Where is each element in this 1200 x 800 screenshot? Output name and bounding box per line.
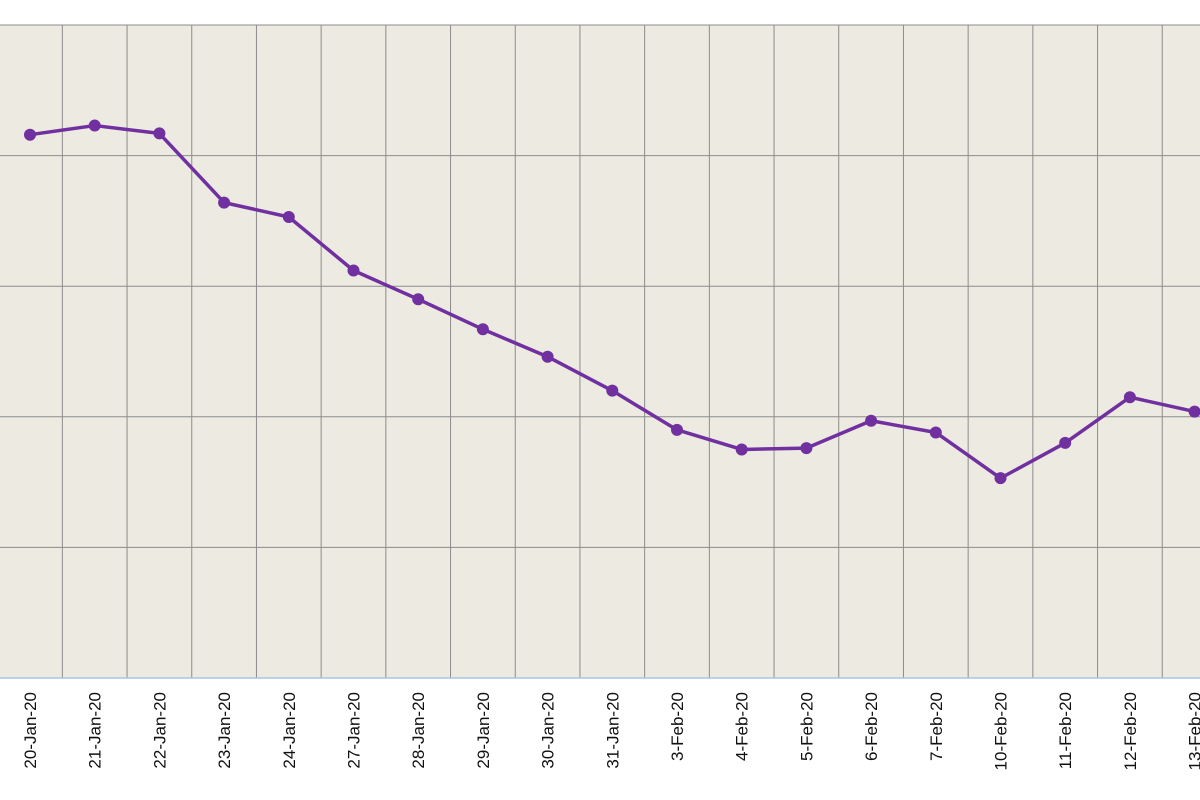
- data-point: [994, 472, 1007, 485]
- data-point: [671, 423, 683, 436]
- plot-area: [0, 25, 1200, 678]
- data-point: [606, 384, 619, 397]
- data-point: [347, 264, 360, 277]
- x-tick-label: 7-Feb-20: [927, 692, 946, 761]
- data-point: [865, 414, 878, 427]
- data-point: [1059, 436, 1072, 449]
- data-point: [541, 350, 554, 363]
- series-line-group: [24, 119, 1200, 485]
- x-tick-label: 12-Feb-20: [1121, 692, 1140, 770]
- data-point: [1123, 391, 1136, 404]
- x-tick-label: 24-Jan-20: [280, 692, 299, 769]
- x-tick-label: 11-Feb-20: [1056, 692, 1075, 769]
- grid-lines: [0, 24, 1200, 679]
- x-tick-label: 21-Jan-20: [86, 692, 105, 769]
- data-point: [218, 196, 231, 209]
- data-point: [735, 443, 748, 456]
- x-tick-label: 22-Jan-20: [150, 692, 169, 769]
- x-tick-label: 3-Feb-20: [668, 692, 687, 761]
- data-point: [412, 293, 425, 306]
- x-tick-label: 4-Feb-20: [733, 692, 752, 761]
- x-tick-label: 5-Feb-20: [797, 692, 816, 761]
- x-tick-label: 28-Jan-20: [409, 692, 428, 769]
- data-point: [476, 323, 489, 336]
- data-point: [929, 426, 942, 439]
- data-point: [282, 210, 295, 223]
- plot-background: [0, 25, 1200, 678]
- data-point: [1188, 405, 1200, 418]
- x-tick-label: 31-Jan-20: [603, 692, 622, 769]
- data-point: [153, 127, 166, 140]
- data-point: [88, 119, 101, 132]
- x-tick-label: 6-Feb-20: [862, 692, 881, 761]
- x-tick-label: 20-Jan-20: [21, 692, 40, 769]
- data-point: [24, 128, 36, 141]
- x-tick-label: 23-Jan-20: [215, 692, 234, 769]
- x-tick-label: 13-Feb-20: [1186, 692, 1200, 770]
- x-tick-label: 10-Feb-20: [992, 692, 1011, 770]
- data-point: [800, 442, 813, 455]
- x-tick-label: 27-Jan-20: [345, 692, 364, 769]
- x-tick-label: 30-Jan-20: [539, 692, 558, 769]
- x-tick-label: 29-Jan-20: [474, 692, 493, 769]
- x-tick-labels: 20-Jan-20 21-Jan-20 22-Jan-20 23-Jan-20 24-J…: [21, 692, 1200, 770]
